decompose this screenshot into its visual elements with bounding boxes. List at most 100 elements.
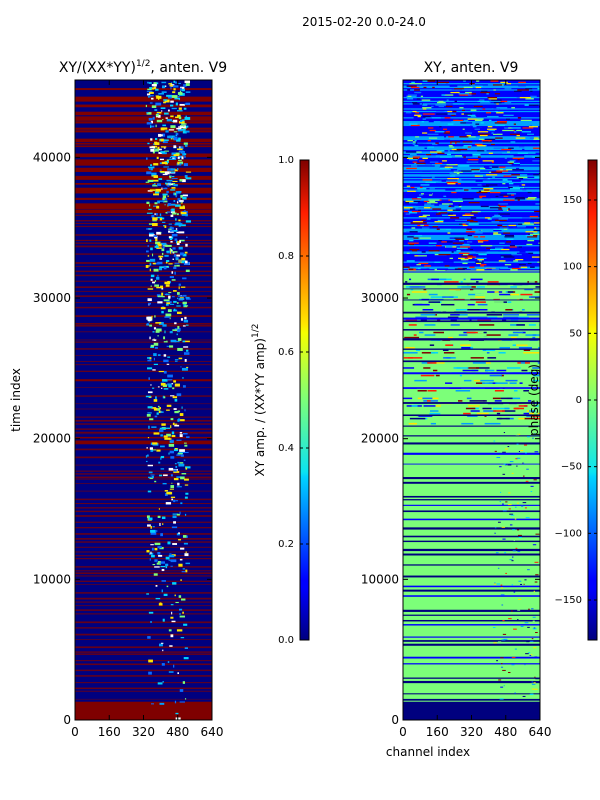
heatmap-cell [476,281,479,283]
heatmap-pixel [150,384,152,386]
heatmap-pixel [166,118,173,122]
heatmap-stripe [75,234,212,236]
heatmap-stripe [403,564,540,566]
heatmap-pixel [535,678,540,680]
heatmap-pixel [185,324,189,326]
heatmap-stripe [75,205,212,209]
heatmap-cell [529,410,536,412]
heatmap-cell [500,254,513,257]
heatmap-cell [403,96,540,99]
heatmap-pixel [148,611,154,614]
heatmap-cell [409,243,414,246]
heatmap-pixel [150,525,152,529]
heatmap-pixel [170,339,177,343]
heatmap-cell [403,143,540,146]
heatmap-pixel [181,201,183,203]
heatmap-cell [517,88,529,91]
heatmap-pixel [164,493,168,496]
heatmap-cell [502,319,507,321]
heatmap-cell [488,97,498,100]
heatmap-cell [498,249,505,252]
heatmap-pixel [149,558,151,561]
heatmap-pixel [508,492,511,494]
heatmap-cell [538,346,540,349]
heatmap-stripe [75,306,212,309]
heatmap-cell [493,301,504,303]
heatmap-pixel [150,544,154,546]
heatmap-pixel [184,513,187,516]
heatmap-pixel [173,266,177,269]
heatmap-pixel [169,227,174,230]
heatmap-pixel [160,307,166,310]
heatmap-cell [429,200,436,203]
heatmap-cell [476,262,482,265]
heatmap-pixel [172,212,177,215]
heatmap-pixel [161,161,168,164]
heatmap-cell [475,123,480,125]
heatmap-stripe [403,463,540,465]
heatmap-pixel [174,328,181,332]
heatmap-pixel [156,231,162,235]
heatmap-pixel [169,175,172,179]
heatmap-cell [470,314,479,316]
heatmap-stripe [75,187,212,192]
heatmap-cell [431,176,435,178]
heatmap-cell [509,202,517,205]
heatmap-pixel [175,134,177,137]
heatmap-pixel [500,594,505,596]
heatmap-pixel [512,529,516,531]
heatmap-pixel [158,92,165,95]
heatmap-cell [469,82,475,85]
heatmap-pixel [169,276,174,279]
heatmap-pixel [520,450,524,452]
heatmap-cell [416,263,421,266]
heatmap-cell [525,87,533,90]
heatmap-pixel [153,205,159,207]
heatmap-pixel [153,338,155,340]
heatmap-pixel [513,628,517,630]
heatmap-row [403,85,540,87]
heatmap-cell [424,147,427,149]
heatmap-row [403,144,540,147]
heatmap-cell [403,186,540,189]
heatmap-pixel [173,664,175,668]
heatmap-cell [412,143,416,146]
heatmap-cell [443,357,451,359]
heatmap-pixel [526,449,530,451]
heatmap-cell [488,129,496,132]
heatmap-cell [508,334,519,336]
heatmap-pixel [183,163,188,167]
amplitude-colorbar-ticks: 0.00.20.40.60.81.0 [278,155,309,646]
heatmap-stripe [403,540,540,543]
heatmap-cell [465,407,476,410]
heatmap-pixel [147,490,152,493]
heatmap-pixel [177,672,179,675]
heatmap-cell [538,172,540,175]
heatmap-pixel [517,619,519,621]
heatmap-pixel [174,359,179,361]
heatmap-cell [407,93,417,96]
heatmap-cell [518,81,526,84]
heatmap-row [403,161,540,163]
heatmap-cell [469,266,475,268]
heatmap-cell [487,96,498,99]
x-tick-label: 640 [529,725,552,739]
heatmap-pixel [171,120,174,122]
heatmap-cell [504,126,514,129]
heatmap-cell [403,178,540,181]
heatmap-cell [423,206,431,209]
heatmap-cell [409,207,416,210]
heatmap-pixel [500,666,504,668]
heatmap-pixel [158,133,162,137]
heatmap-cell [452,209,461,211]
heatmap-cell [525,234,535,237]
heatmap-cell [475,367,490,369]
heatmap-cell [496,102,499,105]
heatmap-pixel [174,594,176,597]
heatmap-cell [408,268,414,270]
heatmap-pixel [177,410,181,413]
heatmap-cell [410,107,423,110]
heatmap-pixel [169,156,172,159]
heatmap-cell [480,379,494,382]
heatmap-pixel [166,179,173,182]
